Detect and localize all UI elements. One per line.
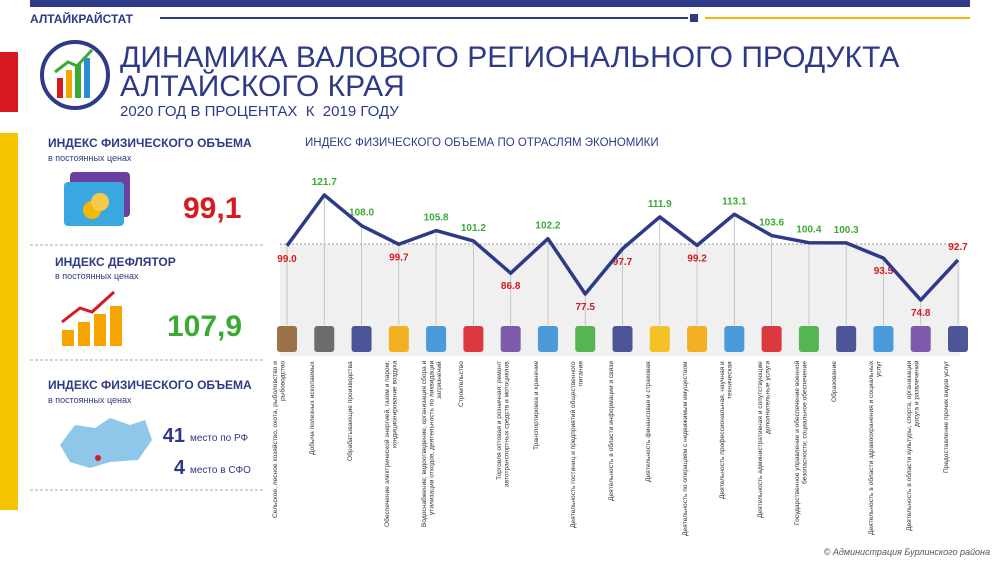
value-label: 93.5 [874, 266, 894, 277]
category-label: Образование [831, 361, 839, 402]
value-label: 101.2 [461, 223, 486, 234]
value-label: 105.8 [424, 213, 449, 224]
logo-bars [54, 48, 94, 98]
subtitle: 2020 ГОД В ПРОЦЕНТАХ К 2019 ГОДУ [120, 103, 399, 120]
sector-icon [798, 326, 819, 352]
sector-icon [873, 326, 894, 352]
sector-icon [277, 326, 297, 352]
panel-title: ИНДЕКС ДЕФЛЯТОР [55, 255, 176, 269]
footer: © Администрация Бурлинского района [823, 547, 990, 557]
value-label: 111.9 [648, 199, 672, 210]
category-label: Обрабатывающие производства [346, 361, 354, 461]
title-line: ДИНАМИКА ВАЛОВОГО РЕГИОНАЛЬНОГО ПРОДУКТА [120, 41, 899, 74]
chart-title: ИНДЕКС ФИЗИЧЕСКОГО ОБЪЕМА ПО ОТРАСЛЯМ ЭК… [305, 137, 659, 149]
panel-value: 99,1 [183, 192, 242, 225]
sector-icon [426, 326, 447, 352]
value-label: 86.8 [501, 281, 521, 292]
sector-icon [575, 326, 596, 352]
value-label: 108.0 [349, 208, 374, 219]
panel-title: ИНДЕКС ФИЗИЧЕСКОГО ОБЪЕМА [48, 136, 252, 150]
panel-note: в постоянных ценах [48, 153, 132, 163]
top-bar [30, 0, 970, 7]
category-label: Торговля оптовая и розничная; ремонт авт… [495, 361, 511, 487]
value-label: 74.8 [911, 308, 931, 319]
sector-icon [687, 326, 708, 352]
sector-icon [724, 326, 745, 352]
value-label: 100.3 [834, 225, 859, 236]
category-label: Деятельность административная и сопутств… [756, 361, 772, 518]
panel-title: ИНДЕКС ФИЗИЧЕСКОГО ОБЪЕМА [48, 378, 252, 392]
brand: АЛТАЙКРАЙСТАТ [30, 11, 134, 26]
panel-note: в постоянных ценах [55, 271, 139, 281]
sector-icon [910, 326, 931, 352]
value-label: 77.5 [575, 302, 595, 313]
title-line: АЛТАЙСКОГО КРАЯ [120, 69, 405, 103]
side-yellow [0, 133, 18, 510]
value-label: 99.0 [277, 254, 297, 265]
value-label: 92.7 [948, 242, 968, 253]
value-label: 113.1 [722, 196, 747, 207]
category-label: Государственное управление и обеспечение… [793, 361, 809, 526]
category-label: Предоставление прочих видов услуг [943, 361, 950, 474]
panel-note: в постоянных ценах [48, 395, 132, 405]
sector-icon [761, 326, 782, 352]
folder-icon [64, 172, 130, 226]
sector-icon [948, 326, 968, 352]
rank-value: 4 [173, 457, 185, 479]
category-label: Водоснабжение; водоотведение, организаци… [421, 361, 443, 528]
sector-icon [836, 326, 857, 352]
category-label: Добыча полезных ископаемых [309, 361, 317, 455]
category-label: Деятельность в области культуры, спорта,… [905, 361, 921, 532]
category-label: Деятельность в области информации и связ… [607, 361, 615, 501]
series-line [285, 193, 960, 302]
value-label: 103.6 [759, 218, 784, 229]
category-label: Деятельность гостиниц и предприятий обще… [570, 361, 585, 528]
coins-icon [61, 290, 122, 346]
sector-icon [314, 326, 335, 352]
category-label: Деятельность профессиональная, научная и… [719, 361, 734, 499]
panel-value: 107,9 [167, 310, 243, 343]
sector-icon [463, 326, 484, 352]
sector-icon [649, 326, 670, 352]
sector-icon [351, 326, 372, 352]
value-label: 121.7 [312, 177, 337, 188]
category-label: Деятельность финансовая и страховая [644, 361, 652, 482]
header-square [690, 14, 698, 22]
sector-icon [537, 326, 558, 352]
category-label: Деятельность по операциям с недвижимым и… [682, 361, 690, 536]
rank-value: 41 [162, 425, 185, 447]
side-red [0, 52, 18, 112]
rank-label: место в СФО [190, 465, 251, 476]
value-label: 100.4 [796, 225, 821, 236]
value-label: 97.7 [613, 257, 633, 268]
sector-icon [388, 326, 409, 352]
category-label: Строительство [458, 361, 466, 407]
rank-label: место по РФ [190, 433, 249, 444]
category-label: Обеспечение электрической энергией, газо… [383, 361, 399, 528]
map-icon [60, 418, 152, 468]
category-label: Транспортировка и хранение [532, 361, 540, 451]
value-label: 102.2 [535, 221, 560, 232]
plot: 99.0 121.7 108.0 99.7 105.8 101.2 86.8 102.2 77.… [277, 177, 968, 352]
sector-icon [500, 326, 521, 352]
category-label: Сельское, лесное хозяйство, охота, рыбол… [272, 361, 287, 518]
category-label: Деятельность в области здравоохранения и… [868, 361, 883, 536]
value-label: 99.2 [687, 253, 707, 264]
sector-icon [612, 326, 633, 352]
value-label: 99.7 [389, 252, 409, 263]
